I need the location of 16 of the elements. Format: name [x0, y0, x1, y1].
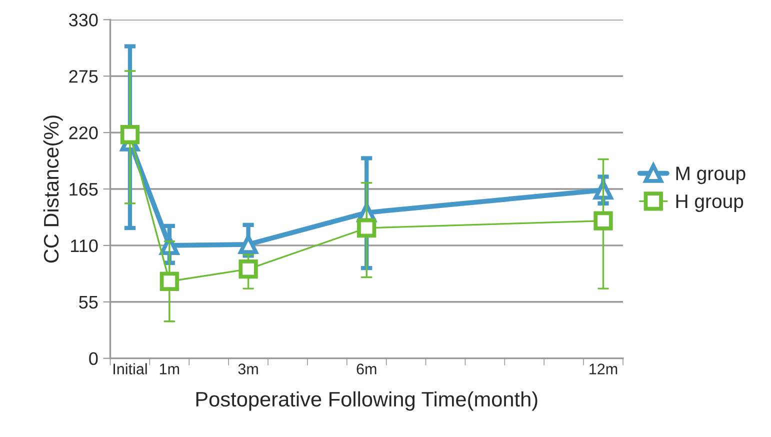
- y-axis-title: CC Distance(%): [43, 116, 63, 263]
- x-tick-label: 3m: [238, 364, 258, 374]
- legend-label: M group: [676, 166, 746, 184]
- x-tick-label: Initial: [114, 363, 147, 374]
- y-tick-label: 0: [89, 352, 98, 366]
- y-tick-label: 330: [69, 14, 98, 26]
- x-axis-title: Postoperative Following Time(month): [196, 391, 538, 411]
- y-tick-label: 165: [70, 182, 98, 196]
- legend-label: H group: [676, 194, 744, 212]
- x-tick-label: 1m: [160, 364, 180, 374]
- x-tick-label: 6m: [356, 364, 376, 374]
- y-tick-label: 55: [79, 296, 98, 309]
- y-tick-label: 220: [69, 126, 98, 140]
- x-tick-label: 12m: [590, 364, 618, 374]
- y-tick-label: 275: [69, 70, 98, 83]
- y-tick-label: 110: [71, 239, 98, 252]
